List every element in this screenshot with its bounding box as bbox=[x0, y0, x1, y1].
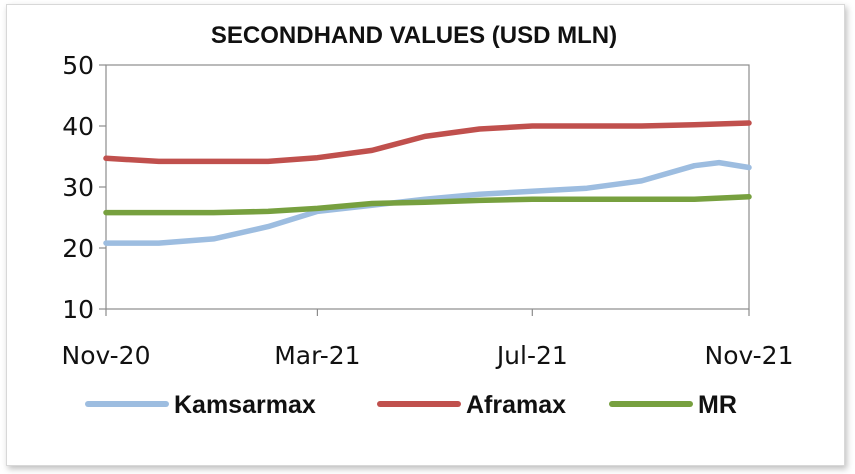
legend-label-mr: MR bbox=[698, 391, 737, 419]
chart-title: SECONDHAND VALUES (USD MLN) bbox=[211, 22, 617, 49]
chart-legend: Kamsarmax Aframax MR bbox=[85, 391, 737, 419]
chart-axes: 10 20 30 40 50 Nov-20 Mar-21 Jul-21 Nov-21 bbox=[62, 51, 794, 370]
y-tick-label: 20 bbox=[62, 234, 94, 263]
y-tick-label: 50 bbox=[62, 51, 94, 80]
x-tick-label: Nov-21 bbox=[705, 341, 794, 370]
chart-series bbox=[103, 120, 752, 246]
series-line-mr bbox=[103, 194, 752, 216]
series-line-aframax bbox=[103, 120, 752, 165]
y-tick-label: 30 bbox=[62, 173, 94, 202]
x-tick-label: Nov-20 bbox=[62, 341, 151, 370]
chart-frame bbox=[6, 4, 845, 466]
x-tick-label: Mar-21 bbox=[274, 341, 360, 370]
y-tick-label: 10 bbox=[62, 295, 94, 324]
y-tick-label: 40 bbox=[62, 112, 94, 141]
series-line-kamsarmax bbox=[103, 159, 752, 246]
legend-label-aframax: Aframax bbox=[466, 391, 566, 419]
plot-area bbox=[105, 64, 750, 310]
x-tick-label: Jul-21 bbox=[495, 341, 568, 370]
legend-label-kamsarmax: Kamsarmax bbox=[174, 391, 316, 419]
